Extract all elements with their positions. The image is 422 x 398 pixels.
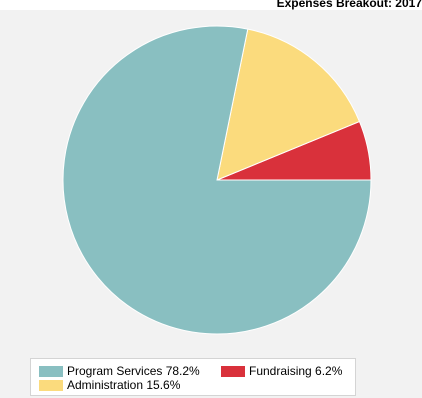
legend-label-fundraising: Fundraising 6.2%: [249, 364, 343, 378]
legend-swatch-program-services: [39, 365, 63, 377]
chart-title: Expenses Breakout: 2017: [276, 0, 422, 10]
pie-slice-program-services[interactable]: [62, 25, 372, 335]
legend-item-administration: Administration 15.6%: [39, 378, 180, 392]
pie-slice-administration[interactable]: [216, 28, 361, 181]
legend-label-administration: Administration 15.6%: [67, 378, 181, 392]
legend-label-program-services: Program Services 78.2%: [67, 364, 200, 378]
legend-swatch-administration: [39, 379, 63, 391]
pie-chart: [62, 25, 372, 335]
legend: Program Services 78.2% Administration 15…: [30, 358, 356, 396]
legend-item-fundraising: Fundraising 6.2%: [221, 364, 342, 378]
legend-swatch-fundraising: [221, 365, 245, 377]
legend-item-program-services: Program Services 78.2%: [39, 364, 200, 378]
plot-area: Program Services 78.2% Administration 15…: [0, 10, 422, 398]
